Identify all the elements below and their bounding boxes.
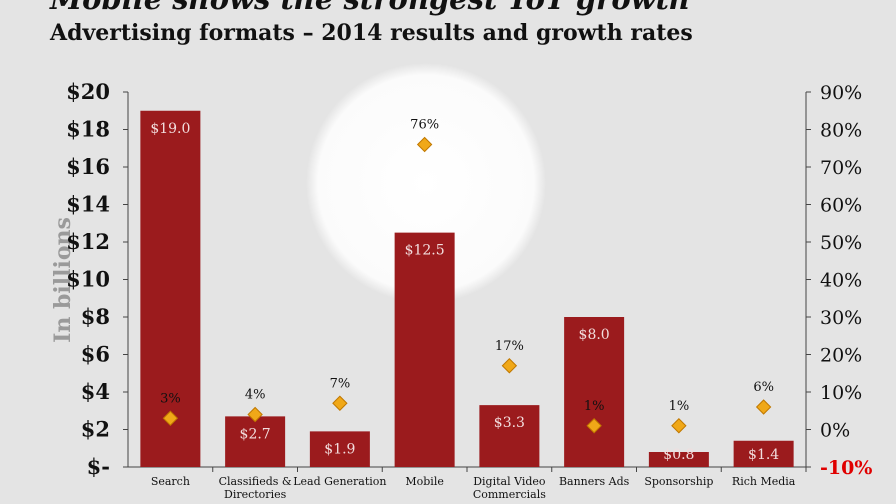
slide-title: Mobile shows the strongest YoY growth [50,0,690,16]
bar-5 [564,317,625,467]
growth-label: 3% [160,391,181,406]
growth-marker-5 [586,418,602,434]
highlight-spotlight [306,63,546,303]
bar-value-label: $2.7 [240,426,271,442]
slide-subtitle: Advertising formats – 2014 results and g… [50,20,693,46]
right-tick-label: 30% [820,307,862,329]
bar-value-label: $1.4 [748,447,779,463]
bar-value-label: $1.9 [324,441,355,457]
right-tick-label: 20% [820,345,862,367]
category-label: Search [151,475,190,488]
bar-value-label: $0.8 [663,447,694,463]
right-tick-label: 10% [820,382,862,404]
category-label: Sponsorship [644,475,713,488]
category-label: Banners Ads [559,475,630,488]
growth-label: 4% [245,388,266,403]
bar-value-label: $3.3 [494,415,525,431]
bar-0 [140,110,201,467]
right-tick-label: 70% [820,157,862,179]
left-tick-label: $12 [66,229,110,254]
y-axis-label: In billions [50,217,76,343]
growth-marker-7 [755,399,772,415]
growth-marker-6 [671,418,687,434]
bar-6 [648,452,709,467]
category-label: Mobile [405,475,443,488]
left-tick-label: $14 [66,192,110,217]
growth-label: 17% [495,339,524,354]
left-tick-label: $4 [81,379,110,404]
bar-4 [479,405,540,467]
bar-3 [394,232,455,467]
growth-label: 1% [584,399,605,414]
category-label: Classifieds & [219,475,292,488]
growth-marker-4 [501,358,518,374]
category-label: Lead Generation [293,475,386,488]
bar-1 [225,416,286,467]
bar-7 [733,440,794,467]
left-tick-label: $18 [66,117,110,142]
growth-label: 1% [669,399,690,414]
growth-label: 6% [753,380,774,395]
right-tick-label: 40% [820,270,862,292]
left-tick-label: $10 [66,267,110,292]
left-tick-label: $6 [81,342,110,367]
left-tick-label: $- [87,454,110,479]
growth-marker-3 [416,136,433,153]
right-tick-label: 90% [820,82,862,104]
right-tick-label: 50% [820,232,862,254]
category-label: Digital Video [473,475,546,488]
right-tick-label: -10% [820,457,872,479]
category-label: Rich Media [732,475,796,488]
growth-marker-1 [247,406,263,423]
left-tick-label: $2 [81,417,110,442]
right-tick-label: 60% [820,195,862,217]
bar-value-label: $12.5 [405,243,445,259]
category-label: Directories [224,488,287,501]
bar-2 [309,431,370,467]
left-tick-label: $8 [81,304,110,329]
category-label: Commercials [473,488,546,501]
bar-value-label: $8.0 [579,327,610,343]
bar-value-label: $19.0 [150,121,190,137]
right-tick-label: 80% [820,120,862,142]
left-tick-label: $20 [66,79,110,104]
growth-marker-0 [162,410,179,426]
right-tick-label: 0% [820,420,850,442]
left-tick-label: $16 [66,154,110,179]
growth-marker-2 [332,395,348,411]
growth-label: 7% [330,376,351,391]
growth-label: 76% [410,118,439,133]
